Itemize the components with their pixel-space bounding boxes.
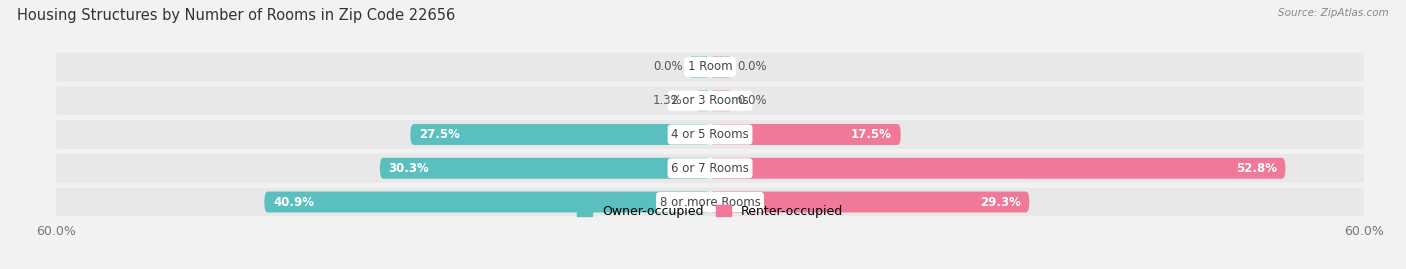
FancyBboxPatch shape (411, 124, 710, 145)
Text: 1.3%: 1.3% (652, 94, 683, 107)
FancyBboxPatch shape (710, 90, 731, 111)
Text: Source: ZipAtlas.com: Source: ZipAtlas.com (1278, 8, 1389, 18)
FancyBboxPatch shape (56, 86, 1364, 115)
Text: 6 or 7 Rooms: 6 or 7 Rooms (671, 162, 749, 175)
Text: 0.0%: 0.0% (737, 61, 766, 73)
FancyBboxPatch shape (56, 120, 1364, 149)
Text: 0.0%: 0.0% (654, 61, 683, 73)
FancyBboxPatch shape (56, 188, 1364, 216)
Text: 4 or 5 Rooms: 4 or 5 Rooms (671, 128, 749, 141)
Legend: Owner-occupied, Renter-occupied: Owner-occupied, Renter-occupied (572, 200, 848, 223)
FancyBboxPatch shape (56, 53, 1364, 81)
Text: 30.3%: 30.3% (388, 162, 429, 175)
FancyBboxPatch shape (710, 56, 731, 77)
FancyBboxPatch shape (710, 192, 1029, 213)
FancyBboxPatch shape (380, 158, 710, 179)
Text: 40.9%: 40.9% (273, 196, 314, 208)
FancyBboxPatch shape (710, 124, 901, 145)
Text: 1 Room: 1 Room (688, 61, 733, 73)
Text: 29.3%: 29.3% (980, 196, 1021, 208)
Text: 27.5%: 27.5% (419, 128, 460, 141)
Text: 17.5%: 17.5% (851, 128, 891, 141)
FancyBboxPatch shape (56, 154, 1364, 183)
FancyBboxPatch shape (264, 192, 710, 213)
FancyBboxPatch shape (696, 90, 710, 111)
Text: 2 or 3 Rooms: 2 or 3 Rooms (671, 94, 749, 107)
FancyBboxPatch shape (689, 56, 710, 77)
Text: Housing Structures by Number of Rooms in Zip Code 22656: Housing Structures by Number of Rooms in… (17, 8, 456, 23)
Text: 52.8%: 52.8% (1236, 162, 1277, 175)
FancyBboxPatch shape (710, 158, 1285, 179)
Text: 0.0%: 0.0% (737, 94, 766, 107)
Text: 8 or more Rooms: 8 or more Rooms (659, 196, 761, 208)
